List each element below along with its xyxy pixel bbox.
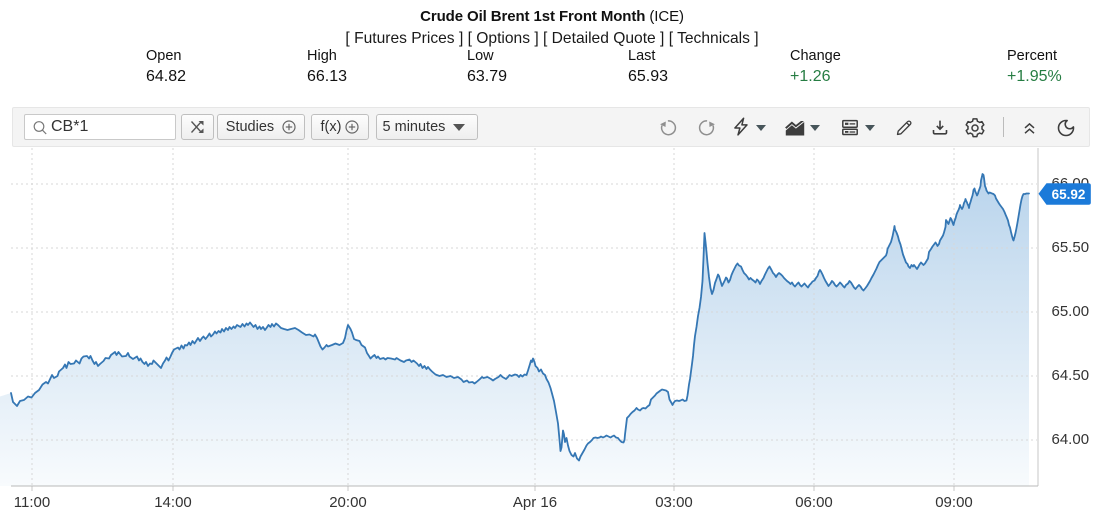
svg-text:64.00: 64.00: [1052, 431, 1090, 448]
svg-text:20:00: 20:00: [329, 494, 367, 511]
svg-text:Apr 16: Apr 16: [513, 494, 557, 511]
svg-text:64.50: 64.50: [1052, 367, 1090, 384]
svg-text:11:00: 11:00: [14, 494, 50, 511]
svg-text:03:00: 03:00: [655, 494, 693, 511]
svg-text:09:00: 09:00: [935, 494, 973, 511]
svg-text:65.92: 65.92: [1052, 187, 1086, 202]
svg-text:14:00: 14:00: [154, 494, 192, 511]
svg-text:65.50: 65.50: [1052, 239, 1090, 256]
svg-text:06:00: 06:00: [795, 494, 833, 511]
svg-text:65.00: 65.00: [1052, 303, 1090, 320]
